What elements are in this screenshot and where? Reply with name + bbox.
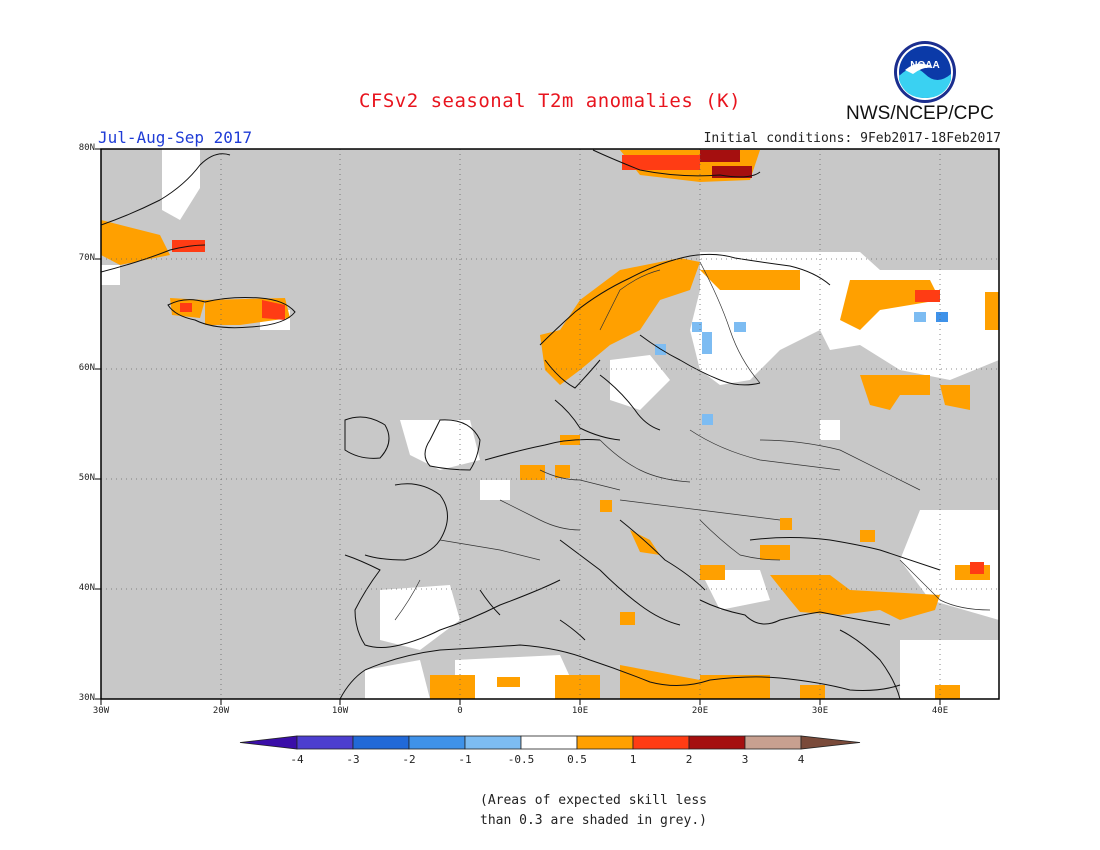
moderate-cool-anomaly-regions bbox=[936, 312, 948, 322]
colorbar-segment bbox=[408, 735, 466, 750]
colorbar-label: 0.5 bbox=[567, 753, 587, 766]
colorbar-arrow-right bbox=[800, 735, 861, 750]
colorbar-segment bbox=[520, 735, 578, 750]
map-background bbox=[101, 149, 999, 699]
warm-anomaly-regions bbox=[101, 150, 999, 699]
colorbar-label: -3 bbox=[346, 753, 360, 766]
lon-label: 10W bbox=[331, 706, 349, 716]
lat-label: 70N bbox=[78, 253, 95, 263]
skill-note: (Areas of expected skill less than 0.3 a… bbox=[480, 791, 707, 831]
colorbar-label: 1 bbox=[629, 753, 637, 766]
lon-label: 10E bbox=[571, 706, 589, 716]
noaa-logo-icon: NOAA bbox=[894, 41, 956, 103]
skill-note-line: than 0.3 are shaded in grey.) bbox=[480, 813, 707, 828]
colorbar-label: -1 bbox=[458, 753, 472, 766]
colorbar-arrow-left bbox=[239, 735, 298, 750]
lat-label: 50N bbox=[78, 473, 95, 483]
lat-label: 40N bbox=[78, 583, 95, 593]
chart-title: CFSv2 seasonal T2m anomalies (K) bbox=[358, 90, 742, 112]
colorbar-segment bbox=[352, 735, 410, 750]
skill-note-line: (Areas of expected skill less bbox=[480, 793, 707, 808]
colorbar bbox=[239, 735, 861, 750]
colorbar-label: 4 bbox=[797, 753, 805, 766]
lon-label: 40E bbox=[931, 706, 949, 716]
colorbar-segment bbox=[296, 735, 354, 750]
colorbar-label: -2 bbox=[402, 753, 416, 766]
lat-label: 30N bbox=[78, 693, 95, 703]
colorbar-label: -0.5 bbox=[507, 753, 535, 766]
colorbar-segment bbox=[576, 735, 634, 750]
colorbar-label: -4 bbox=[290, 753, 304, 766]
logo-text: NOAA bbox=[910, 60, 939, 71]
lon-label: 0 bbox=[457, 706, 463, 716]
agency-label: NWS/NCEP/CPC bbox=[846, 103, 994, 124]
colorbar-segment bbox=[464, 735, 522, 750]
colorbar-segment bbox=[744, 735, 802, 750]
axis-ticks bbox=[95, 148, 941, 705]
map-frame bbox=[100, 148, 1000, 700]
lon-label: 20W bbox=[212, 706, 230, 716]
lon-label: 30W bbox=[92, 706, 110, 716]
colorbar-segment bbox=[688, 735, 746, 750]
colorbar-label: 2 bbox=[685, 753, 693, 766]
colorbar-label: 3 bbox=[741, 753, 749, 766]
lon-label: 20E bbox=[691, 706, 709, 716]
lon-label: 30E bbox=[811, 706, 829, 716]
colorbar-segment bbox=[632, 735, 690, 750]
coastlines bbox=[101, 149, 941, 699]
lat-label: 80N bbox=[78, 143, 95, 153]
season-label: Jul-Aug-Sep 2017 bbox=[98, 128, 253, 147]
lat-label: 60N bbox=[78, 363, 95, 373]
grid-lines bbox=[101, 149, 999, 699]
initial-conditions-label: Initial conditions: 9Feb2017-18Feb2017 bbox=[703, 131, 1001, 146]
